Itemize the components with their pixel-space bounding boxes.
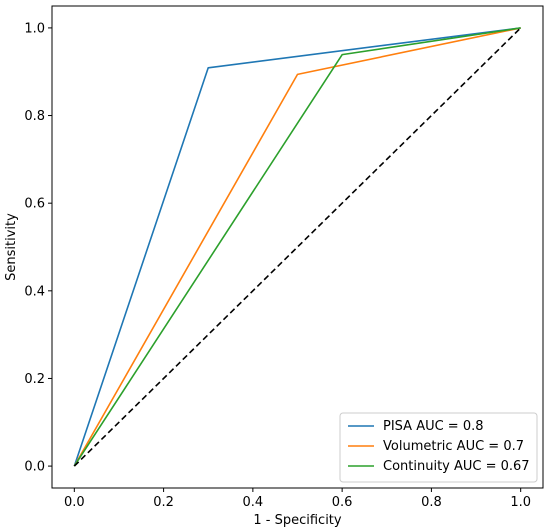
legend-label: Continuity AUC = 0.67: [383, 459, 530, 474]
legend-box: [339, 412, 538, 483]
y-axis-ticks: 0.0 0.2 0.4 0.6 0.8 1.0: [24, 21, 52, 475]
legend: PISA AUC = 0.8 Volumetric AUC = 0.7 Contin…: [339, 412, 538, 483]
plot-frame: [51, 5, 544, 489]
x-tick-label: 0.4: [243, 495, 264, 510]
diagonal-reference-line: [73, 27, 522, 467]
y-axis-label: Sensitivity: [4, 213, 19, 281]
x-tick-label: 0.6: [332, 495, 353, 510]
x-tick-label: 1.0: [510, 495, 531, 510]
y-tick-label: 0.4: [24, 284, 45, 299]
series-layer: [73, 27, 522, 467]
x-axis-label: 1 - Specificity: [253, 513, 342, 528]
y-tick-label: 0.8: [24, 109, 45, 124]
legend-label: PISA AUC = 0.8: [383, 419, 484, 434]
x-tick-label: 0.0: [64, 495, 85, 510]
series-line-2: [73, 27, 521, 467]
y-tick-label: 0.6: [24, 197, 45, 212]
series-line-1: [73, 27, 521, 467]
series-line-0: [73, 27, 521, 467]
y-tick-label: 1.0: [24, 21, 45, 36]
y-tick-label: 0.2: [24, 372, 45, 387]
x-tick-label: 0.2: [153, 495, 174, 510]
x-tick-label: 0.8: [421, 495, 442, 510]
legend-label: Volumetric AUC = 0.7: [383, 439, 524, 454]
x-axis-ticks: 0.0 0.2 0.4 0.6 0.8 1.0: [64, 488, 531, 510]
y-tick-label: 0.0: [24, 460, 45, 475]
